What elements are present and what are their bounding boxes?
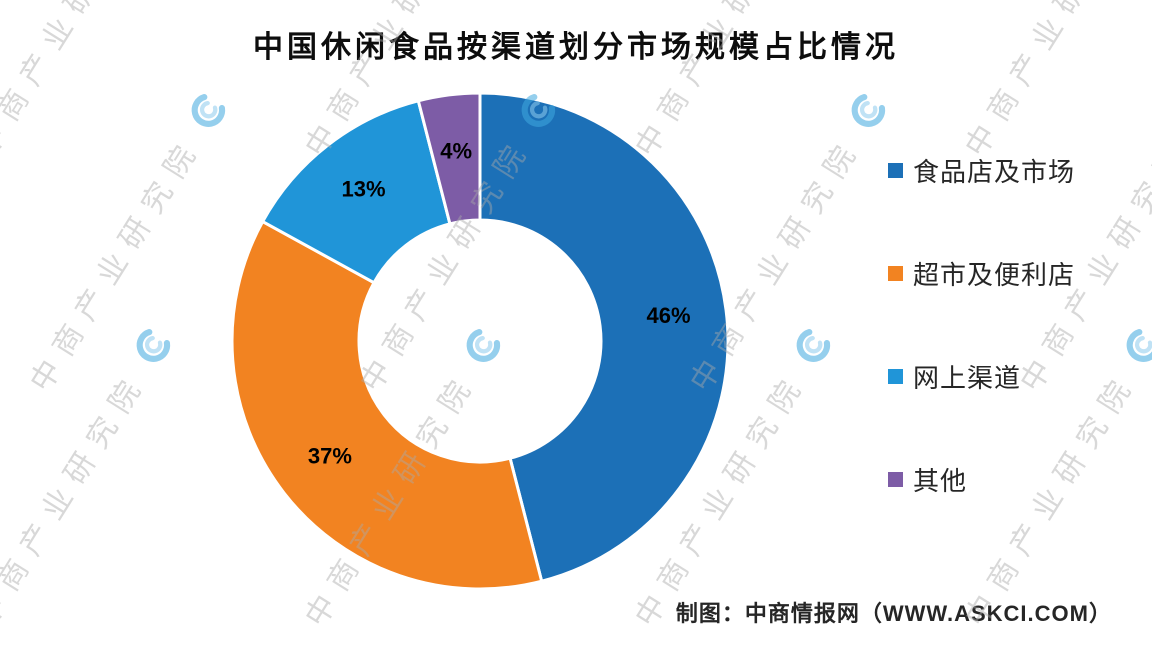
legend-swatch <box>888 472 903 487</box>
legend-item: 超市及便利店 <box>888 255 1075 292</box>
credit-text: 制图：中商情报网（WWW.ASKCI.COM） <box>675 601 1112 626</box>
pie-slice-2 <box>230 220 544 591</box>
chart-legend: 食品店及市场 超市及便利店 网上渠道其他 <box>888 152 1075 498</box>
slice-label: 46% <box>646 303 690 328</box>
legend-label: 超市及便利店 <box>913 260 1076 290</box>
legend-label: 食品店及市场 <box>913 157 1076 187</box>
pie-slice-3 <box>261 99 452 285</box>
slice-label: 13% <box>342 177 386 202</box>
legend-label: 网上渠道 <box>913 363 1022 393</box>
legend-swatch <box>888 369 903 384</box>
chart-title: 中国休闲食品按渠道划分市场规模占比情况 <box>253 31 899 64</box>
legend-swatch <box>888 163 903 178</box>
legend-item: 网上渠道 <box>888 358 1075 395</box>
pie-slice-4 <box>416 91 482 226</box>
legend-swatch <box>888 266 903 281</box>
legend-item: 食品店及市场 <box>888 152 1075 189</box>
slice-label: 37% <box>308 443 352 468</box>
slice-label: 4% <box>440 138 472 163</box>
pie-slice-1 <box>478 91 730 583</box>
legend-label: 其他 <box>913 466 968 496</box>
legend-item: 其他 <box>888 461 1075 498</box>
